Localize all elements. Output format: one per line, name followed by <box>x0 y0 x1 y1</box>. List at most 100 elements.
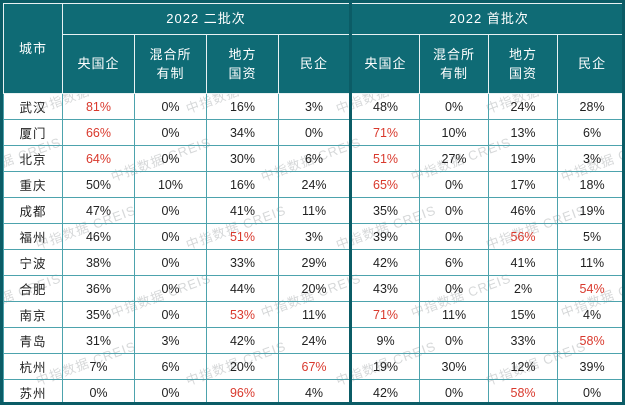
header-b1-local-state: 地方 国资 <box>488 34 559 94</box>
value-cell: 33% <box>488 327 559 354</box>
table-body: 武汉 81% 0% 16% 3% 48% 0% 24% 28% 厦门 66% 0% 34% 0% 71% 10… <box>3 93 622 402</box>
value-cell: 66% <box>62 119 135 146</box>
table-row: 苏州 0% 0% 96% 4% 42% 0% 58% 0% <box>3 379 622 402</box>
sub-header-row: 央国企 混合所 有制 地方 国资 民企 央国企 混合所 有制 地方 国资 民企 <box>4 34 622 94</box>
table-row: 宁波 38% 0% 33% 29% 42% 6% 41% 11% <box>3 249 622 276</box>
value-cell: 30% <box>419 353 490 380</box>
table-row: 北京 64% 0% 30% 6% 51% 27% 19% 3% <box>3 145 622 172</box>
value-cell: 3% <box>277 223 352 250</box>
value-cell: 24% <box>488 93 559 120</box>
value-cell: 6% <box>134 353 207 380</box>
value-cell: 2% <box>488 275 559 302</box>
value-cell: 35% <box>349 197 421 224</box>
value-cell: 65% <box>349 171 421 198</box>
value-cell: 42% <box>349 249 421 276</box>
value-cell: 4% <box>277 379 352 402</box>
value-cell: 51% <box>206 223 279 250</box>
value-cell: 11% <box>277 197 352 224</box>
value-cell: 39% <box>557 353 622 380</box>
value-cell: 29% <box>277 249 352 276</box>
value-cell: 3% <box>557 145 622 172</box>
value-cell: 3% <box>277 93 352 120</box>
value-cell: 31% <box>62 327 135 354</box>
value-cell: 71% <box>349 119 421 146</box>
value-cell: 46% <box>62 223 135 250</box>
value-cell: 67% <box>277 353 352 380</box>
header-city: 城市 <box>3 3 63 94</box>
city-cell: 宁波 <box>3 249 63 276</box>
value-cell: 51% <box>349 145 421 172</box>
city-cell: 北京 <box>3 145 63 172</box>
header-b1-central-soe: 央国企 <box>349 34 421 94</box>
value-cell: 19% <box>349 353 421 380</box>
value-cell: 24% <box>277 327 352 354</box>
value-cell: 12% <box>488 353 559 380</box>
value-cell: 0% <box>419 379 490 402</box>
value-cell: 0% <box>419 93 490 120</box>
value-cell: 16% <box>206 93 279 120</box>
value-cell: 36% <box>62 275 135 302</box>
city-enterprise-share-table: 城市 2022 二批次 2022 首批次 央国企 混合所 有制 地方 国资 民企… <box>3 3 622 402</box>
value-cell: 11% <box>557 249 622 276</box>
table-row: 南京 35% 0% 53% 11% 71% 11% 15% 4% <box>3 301 622 328</box>
table-header: 城市 2022 二批次 2022 首批次 央国企 混合所 有制 地方 国资 民企… <box>3 3 622 94</box>
value-cell: 10% <box>419 119 490 146</box>
value-cell: 0% <box>419 275 490 302</box>
value-cell: 34% <box>206 119 279 146</box>
table-row: 重庆 50% 10% 16% 24% 65% 0% 17% 18% <box>3 171 622 198</box>
city-cell: 合肥 <box>3 275 63 302</box>
value-cell: 0% <box>134 379 207 402</box>
value-cell: 20% <box>206 353 279 380</box>
value-cell: 35% <box>62 301 135 328</box>
value-cell: 0% <box>277 119 352 146</box>
value-cell: 0% <box>134 223 207 250</box>
table-row: 厦门 66% 0% 34% 0% 71% 10% 13% 6% <box>3 119 622 146</box>
value-cell: 19% <box>557 197 622 224</box>
value-cell: 18% <box>557 171 622 198</box>
value-cell: 42% <box>206 327 279 354</box>
value-cell: 0% <box>419 171 490 198</box>
value-cell: 13% <box>488 119 559 146</box>
value-cell: 6% <box>419 249 490 276</box>
value-cell: 50% <box>62 171 135 198</box>
header-b1-mixed-ownership: 混合所 有制 <box>419 34 490 94</box>
value-cell: 28% <box>557 93 622 120</box>
value-cell: 27% <box>419 145 490 172</box>
city-cell: 苏州 <box>3 379 63 402</box>
value-cell: 41% <box>488 249 559 276</box>
city-cell: 南京 <box>3 301 63 328</box>
value-cell: 0% <box>557 379 622 402</box>
table-row: 杭州 7% 6% 20% 67% 19% 30% 12% 39% <box>3 353 622 380</box>
value-cell: 81% <box>62 93 135 120</box>
value-cell: 56% <box>488 223 559 250</box>
value-cell: 0% <box>134 145 207 172</box>
value-cell: 10% <box>134 171 207 198</box>
value-cell: 0% <box>134 119 207 146</box>
value-cell: 33% <box>206 249 279 276</box>
value-cell: 15% <box>488 301 559 328</box>
value-cell: 0% <box>134 249 207 276</box>
value-cell: 64% <box>62 145 135 172</box>
city-cell: 青岛 <box>3 327 63 354</box>
table-row: 武汉 81% 0% 16% 3% 48% 0% 24% 28% <box>3 93 622 120</box>
value-cell: 6% <box>557 119 622 146</box>
value-cell: 96% <box>206 379 279 402</box>
value-cell: 42% <box>349 379 421 402</box>
city-cell: 成都 <box>3 197 63 224</box>
value-cell: 0% <box>419 197 490 224</box>
value-cell: 7% <box>62 353 135 380</box>
value-cell: 20% <box>277 275 352 302</box>
value-cell: 39% <box>349 223 421 250</box>
value-cell: 44% <box>206 275 279 302</box>
value-cell: 4% <box>557 301 622 328</box>
value-cell: 43% <box>349 275 421 302</box>
value-cell: 58% <box>557 327 622 354</box>
value-cell: 3% <box>134 327 207 354</box>
city-cell: 厦门 <box>3 119 63 146</box>
value-cell: 16% <box>206 171 279 198</box>
value-cell: 0% <box>62 379 135 402</box>
value-cell: 0% <box>134 275 207 302</box>
value-cell: 6% <box>277 145 352 172</box>
table-row: 合肥 36% 0% 44% 20% 43% 0% 2% 54% <box>3 275 622 302</box>
